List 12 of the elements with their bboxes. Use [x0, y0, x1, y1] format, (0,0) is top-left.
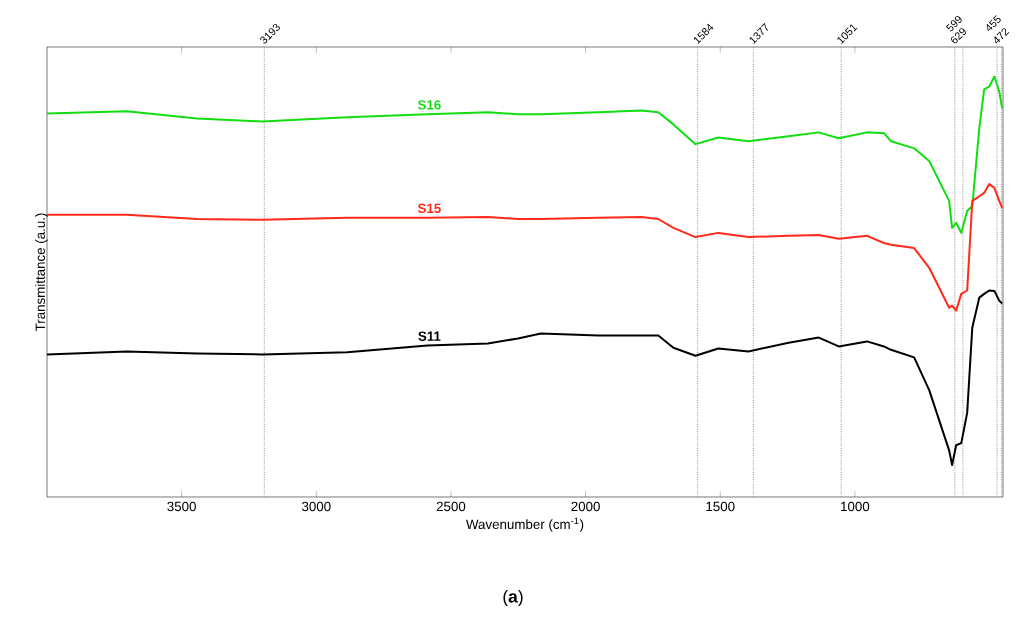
series-label: S15: [417, 203, 441, 214]
x-tick-label: 1500: [706, 501, 735, 512]
series-label: S16: [417, 100, 441, 110]
text: (a): [503, 589, 523, 607]
x-tick-label: 3500: [167, 501, 196, 512]
x-tick-label: 1000: [841, 501, 870, 512]
x-axis-title: Wavenumber (cm$^{-1}$): [466, 517, 584, 532]
x-tick-label: 2000: [571, 501, 600, 512]
series-label: S11: [418, 331, 441, 341]
y-axis-title: Transmittance (a.u.): [35, 213, 48, 332]
x-tick-label: 3000: [301, 501, 331, 512]
x-tick-label: 2500: [436, 501, 466, 512]
